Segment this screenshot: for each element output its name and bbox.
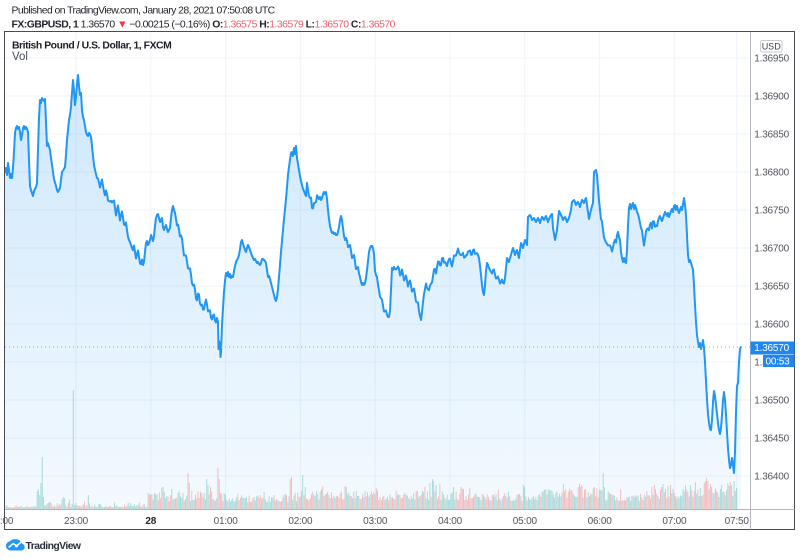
svg-text:00:53: 00:53 [765, 356, 790, 367]
svg-text:05:00: 05:00 [513, 516, 538, 527]
svg-text:1.36750: 1.36750 [754, 206, 789, 217]
svg-text:1.36400: 1.36400 [754, 472, 789, 483]
svg-text:1.36700: 1.36700 [754, 244, 789, 255]
svg-text:02:00: 02:00 [288, 516, 313, 527]
svg-text:1.36900: 1.36900 [754, 92, 789, 103]
svg-text:TradingView: TradingView [26, 541, 82, 552]
svg-text:06:00: 06:00 [588, 516, 613, 527]
svg-text:07:00: 07:00 [662, 516, 687, 527]
svg-text:1.36850: 1.36850 [754, 130, 789, 141]
svg-text:1.36600: 1.36600 [754, 320, 789, 331]
svg-text:Vol: Vol [12, 51, 28, 63]
svg-text:23:00: 23:00 [64, 516, 89, 527]
svg-text:1.36500: 1.36500 [754, 396, 789, 407]
svg-text:USD: USD [762, 42, 782, 52]
svg-text:FX:GBPUSD, 1 1.36570 ▼ −0.0021: FX:GBPUSD, 1 1.36570 ▼ −0.00215 (−0.16%)… [12, 19, 396, 31]
svg-text:1.36950: 1.36950 [754, 54, 789, 65]
svg-text:1.36650: 1.36650 [754, 282, 789, 293]
svg-text:03:00: 03:00 [363, 516, 388, 527]
svg-text:04:00: 04:00 [438, 516, 463, 527]
svg-text:07:50: 07:50 [725, 516, 750, 527]
svg-text:1.36570: 1.36570 [754, 343, 789, 354]
svg-text:Published on TradingView.com,: Published on TradingView.com, January 28… [12, 6, 276, 17]
svg-text:British Pound / U.S. Dollar, 1: British Pound / U.S. Dollar, 1, FXCM [12, 41, 171, 52]
svg-text:01:00: 01:00 [214, 516, 239, 527]
svg-text:22:00: 22:00 [0, 516, 14, 527]
svg-text:1.36800: 1.36800 [754, 168, 789, 179]
svg-text:1.36450: 1.36450 [754, 434, 789, 445]
svg-text:28: 28 [145, 516, 156, 527]
